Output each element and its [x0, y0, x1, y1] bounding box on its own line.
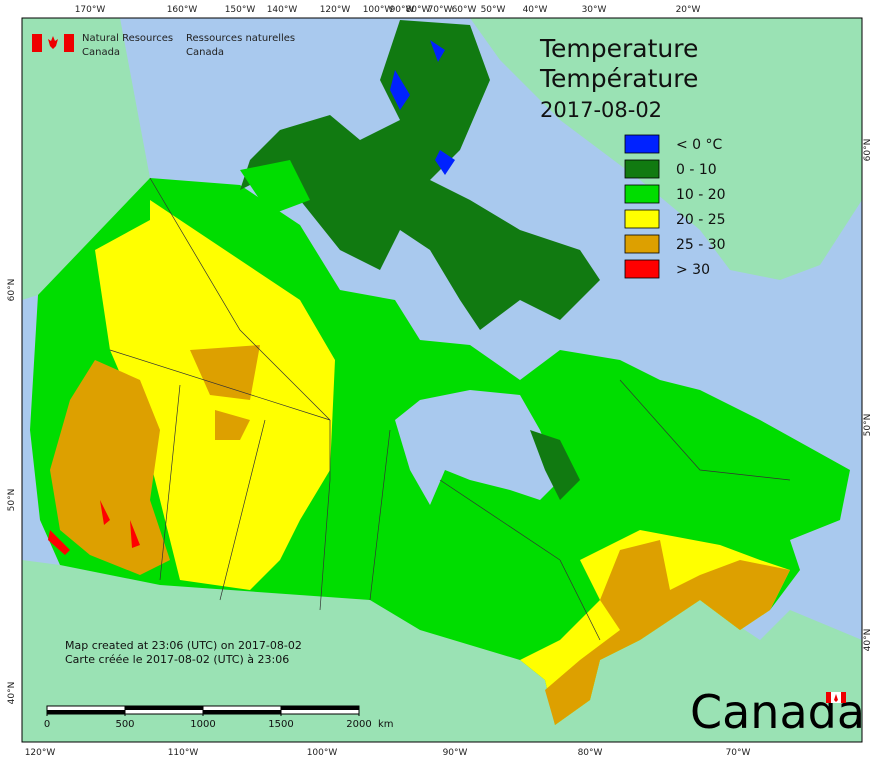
wordmark-flag-bar	[826, 692, 831, 703]
longitude-label: 80°W	[578, 748, 603, 758]
flag-leaf	[48, 36, 58, 49]
longitude-label: 100°W	[363, 5, 394, 15]
alaska	[22, 18, 150, 300]
flag-bar-right	[64, 34, 74, 52]
note: Carte créée le 2017-08-02 (UTC) à 23:06	[65, 653, 289, 666]
longitude-label: 170°W	[75, 5, 106, 15]
scale-label: 1000	[190, 719, 215, 730]
department-fr: Ressources naturelles	[186, 33, 295, 44]
longitude-label: 50°W	[481, 5, 506, 15]
latitude-label: 50°N	[863, 414, 873, 437]
legend-label: 20 - 25	[676, 212, 726, 228]
usa	[22, 560, 862, 742]
longitude-label: 60°W	[452, 5, 477, 15]
title: Temperature	[539, 34, 698, 63]
legend-swatch	[624, 159, 660, 179]
legend-swatch	[624, 234, 660, 254]
longitude-label: 110°W	[168, 748, 199, 758]
longitude-label: 70°W	[726, 748, 751, 758]
scale-segment	[203, 710, 281, 714]
scale-label: 1500	[268, 719, 293, 730]
department-en: Natural Resources	[82, 33, 173, 44]
longitude-label: 140°W	[267, 5, 298, 15]
longitude-label: 100°W	[307, 748, 338, 758]
borders	[109, 177, 791, 641]
legend-swatch	[624, 134, 660, 154]
wordmark-flag-bar	[841, 692, 846, 703]
legend-label: 0 - 10	[676, 162, 717, 178]
legend-label: 25 - 30	[676, 237, 726, 253]
scale-label: 500	[115, 719, 134, 730]
longitude-label: 30°W	[582, 5, 607, 15]
longitude-label: 40°W	[523, 5, 548, 15]
longitude-label: 120°W	[320, 5, 351, 15]
latitude-label: 40°N	[863, 629, 873, 652]
title-date: 2017-08-02	[540, 98, 662, 122]
frame	[21, 17, 863, 743]
longitude-label: 80°W	[406, 5, 431, 15]
legend-swatch	[624, 259, 660, 279]
longitude-label: 150°W	[225, 5, 256, 15]
hudson-bay	[395, 390, 560, 505]
department-fr: Canada	[186, 47, 224, 58]
scale-segment	[125, 706, 203, 710]
hot-bc	[50, 360, 170, 575]
longitude-label: 120°W	[25, 748, 56, 758]
scale-label: 2000	[346, 719, 371, 730]
longitude-label: 70°W	[428, 5, 453, 15]
longitude-label: 160°W	[167, 5, 198, 15]
flag-bar-left	[32, 34, 42, 52]
note: Map created at 23:06 (UTC) on 2017-08-02	[65, 639, 302, 652]
longitude-label: 20°W	[676, 5, 701, 15]
cold-patches	[390, 40, 455, 175]
longitude-label: 90°W	[443, 748, 468, 758]
legend-swatch	[624, 184, 660, 204]
scale-label: 0	[44, 719, 50, 730]
arctic-islands	[240, 20, 600, 330]
hudson-cold	[530, 430, 580, 500]
legend-swatch	[624, 209, 660, 229]
hot-east	[545, 540, 790, 725]
latitude-label: 60°N	[7, 279, 17, 302]
latitude-label: 40°N	[7, 682, 17, 705]
victoria-island	[240, 160, 310, 215]
wordmark-flag-leaf	[834, 694, 838, 702]
latitude-label: 60°N	[863, 139, 873, 162]
latitude-label: 50°N	[7, 489, 17, 512]
legend-label: 10 - 20	[676, 187, 726, 203]
hot-prairies	[190, 345, 260, 440]
longitude-label: 90°W	[390, 5, 415, 15]
department-en: Canada	[82, 47, 120, 58]
scale-segment	[281, 706, 359, 710]
legend-label: > 30	[676, 262, 710, 278]
legend-label: < 0 °C	[676, 137, 723, 153]
scale-segment	[47, 710, 125, 714]
scale-unit: km	[378, 719, 394, 730]
greenland	[470, 18, 862, 280]
title: Température	[539, 64, 698, 93]
